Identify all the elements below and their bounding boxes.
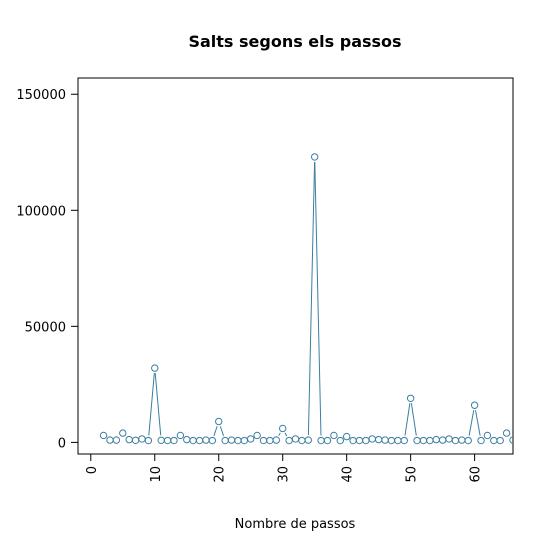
data-point (163, 436, 172, 445)
data-point (298, 436, 306, 445)
data-point (368, 435, 376, 443)
data-point (330, 431, 338, 440)
data-point (464, 436, 472, 445)
data-point (176, 431, 185, 440)
x-tick-label: 0 (85, 466, 100, 474)
data-point (234, 436, 242, 445)
series-points (99, 153, 513, 445)
data-point (400, 436, 408, 445)
data-point (419, 436, 428, 445)
data-point (304, 436, 312, 444)
x-axis: 0 10 20 30 40 50 60 (85, 454, 484, 483)
data-point (374, 435, 383, 444)
series-segment (307, 161, 316, 436)
series-segment (404, 403, 411, 436)
y-tick-label: 150000 (16, 88, 66, 103)
data-point (432, 435, 440, 444)
data-point (394, 436, 402, 445)
data-point (362, 436, 370, 445)
data-point (291, 435, 300, 443)
data-point (215, 417, 223, 426)
data-point (259, 436, 268, 445)
series-segment (284, 432, 288, 437)
data-point (125, 435, 133, 444)
data-point (445, 435, 453, 443)
data-point (253, 431, 261, 440)
data-point (285, 436, 293, 445)
data-point (240, 436, 249, 445)
data-point (496, 436, 504, 445)
x-tick-label: 40 (341, 466, 356, 483)
data-point (323, 436, 332, 445)
series-segment (154, 373, 162, 436)
data-point (413, 436, 421, 445)
data-point (406, 394, 415, 402)
x-tick-label: 60 (469, 466, 484, 483)
x-tick-label: 10 (149, 466, 164, 483)
data-point (272, 436, 281, 444)
x-tick-label: 30 (277, 466, 292, 483)
data-point (509, 436, 513, 444)
data-point (438, 436, 447, 444)
data-point (426, 436, 434, 445)
series-segment (219, 426, 225, 436)
series-segment (410, 403, 417, 436)
data-point (355, 436, 364, 445)
x-axis-title: Nombre de passos (235, 517, 356, 532)
series-segment (475, 410, 481, 436)
data-point (381, 436, 389, 444)
data-point (112, 436, 121, 444)
data-point (221, 436, 229, 445)
data-point (387, 436, 396, 445)
data-point (99, 431, 108, 440)
series-segment (213, 426, 218, 436)
y-tick-label: 50000 (25, 320, 66, 335)
y-tick-label: 0 (58, 436, 66, 451)
y-axis: 0 50000 100000 150000 (16, 88, 78, 451)
series-segment (148, 373, 155, 436)
data-point (157, 436, 165, 445)
data-point (336, 436, 344, 445)
data-point (458, 436, 466, 444)
data-point (151, 364, 159, 372)
data-point (317, 436, 325, 445)
data-point (195, 436, 204, 445)
data-point (477, 436, 485, 445)
series-line (148, 161, 481, 437)
data-point (310, 153, 319, 161)
data-point (119, 429, 127, 437)
data-point (131, 436, 140, 445)
data-point (266, 436, 274, 445)
data-point (342, 432, 351, 441)
data-point (490, 436, 498, 445)
x-tick-label: 20 (213, 466, 228, 483)
data-point (208, 436, 217, 445)
data-point (183, 435, 191, 444)
series-segment (314, 161, 322, 436)
data-point (189, 436, 197, 445)
data-point (202, 436, 210, 444)
data-point (349, 436, 357, 445)
y-tick-label: 100000 (16, 204, 66, 219)
data-point (170, 436, 178, 445)
x-tick-label: 50 (405, 466, 420, 483)
data-point (227, 436, 236, 444)
series-segment (278, 432, 281, 436)
plot-frame (77, 77, 514, 455)
chart-title: Salts segons els passos (188, 32, 401, 51)
data-point (502, 429, 511, 437)
series-segment (468, 410, 475, 436)
data-point (138, 435, 146, 443)
data-point (470, 401, 479, 409)
data-point (279, 424, 287, 433)
data-point (144, 436, 153, 445)
data-point (451, 436, 460, 445)
data-point (483, 431, 492, 440)
data-point (106, 436, 114, 444)
data-point (247, 435, 255, 443)
